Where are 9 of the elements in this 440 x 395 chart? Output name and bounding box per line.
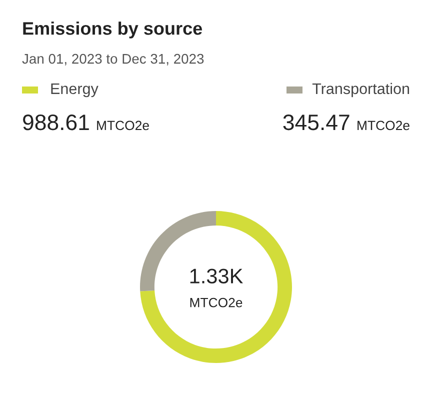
legend-label: Energy [51,83,98,98]
legend-label: Transportation [312,82,410,98]
chart-title: Emissions by source [23,22,202,38]
data-label: 988.61 MTCO2e [23,114,149,130]
data-label: 345.47 MTCO2e [283,114,410,130]
text: MTCO2e [190,298,242,308]
text: 1.33K [190,268,243,284]
chart-subtitle: Jan 01, 2023 to Dec 31, 2023 [22,54,204,66]
donut-slice [140,211,292,363]
